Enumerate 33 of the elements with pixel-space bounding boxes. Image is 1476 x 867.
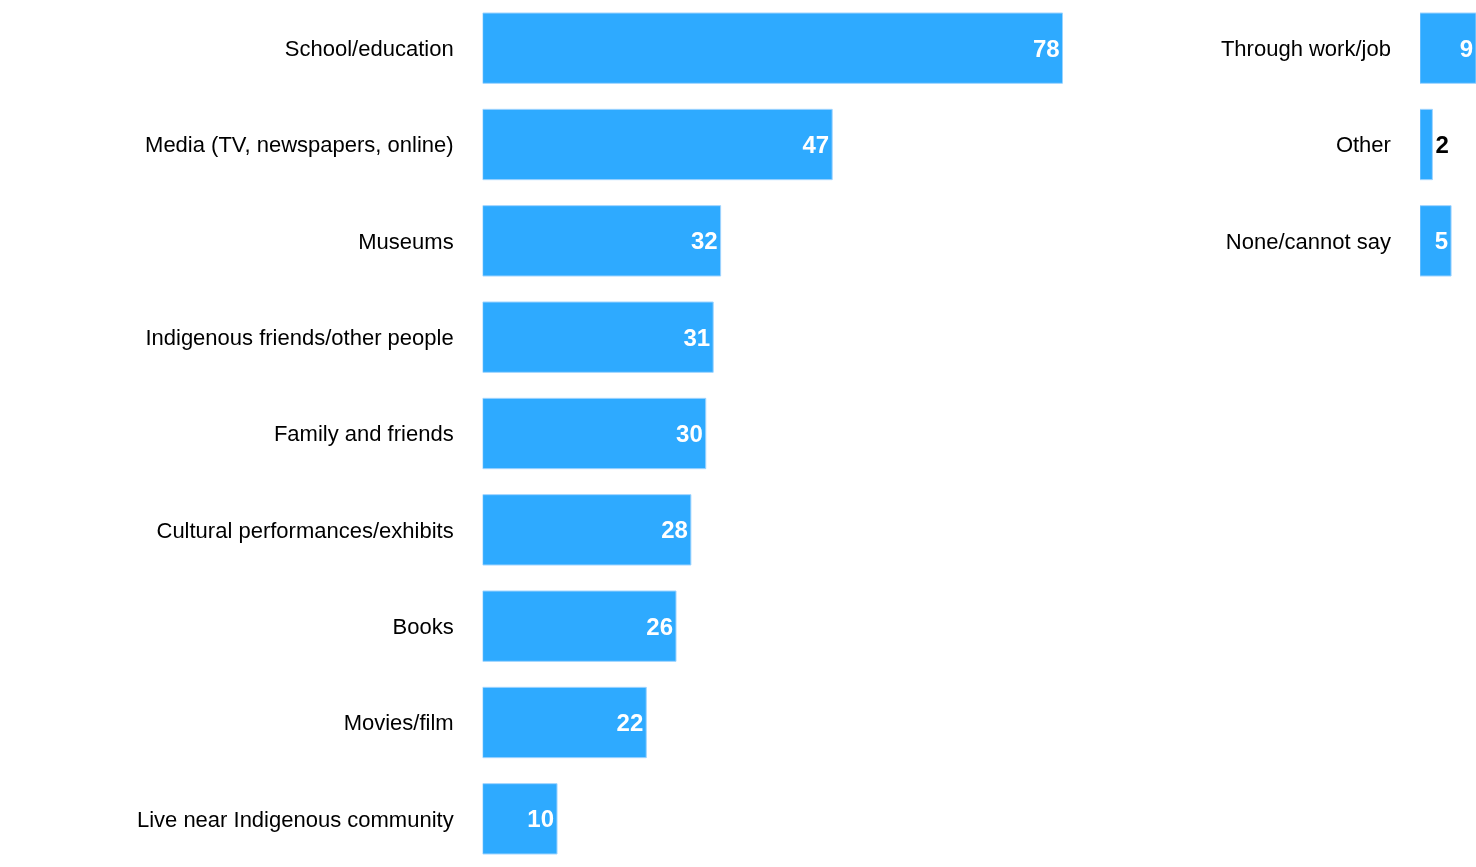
data-label: 10 xyxy=(527,805,555,833)
y-tick-label: None/cannot say xyxy=(1225,228,1391,254)
y-tick-label: Movies/film xyxy=(343,710,454,736)
bar xyxy=(482,108,833,181)
bar xyxy=(482,494,692,566)
y-tick-label: Family and friends xyxy=(273,421,454,447)
data-label: 26 xyxy=(646,612,674,640)
data-label: 9 xyxy=(1459,34,1473,62)
bar xyxy=(482,205,722,277)
y-tick-label: Through work/job xyxy=(1220,35,1391,61)
y-tick-label: Museums xyxy=(358,228,454,254)
data-label: 78 xyxy=(1033,34,1060,62)
bar xyxy=(482,301,714,373)
y-tick-label: Cultural performances/exhibits xyxy=(156,517,454,543)
data-label: 2 xyxy=(1435,131,1449,158)
data-label: 47 xyxy=(802,131,830,158)
y-tick-label: Live near Indigenous community xyxy=(136,806,454,832)
data-label: 28 xyxy=(661,516,688,544)
data-label: 32 xyxy=(690,227,718,255)
data-label: 31 xyxy=(683,323,711,351)
y-tick-label: Indigenous friends/other people xyxy=(145,324,454,350)
y-tick-label: Other xyxy=(1335,132,1391,158)
data-label: 30 xyxy=(676,420,703,447)
bar xyxy=(482,397,707,470)
bar xyxy=(482,783,558,855)
data-label: 22 xyxy=(616,709,644,736)
bar xyxy=(482,590,677,662)
bar xyxy=(482,12,1063,84)
y-tick-label: Media (TV, newspapers, online) xyxy=(145,132,454,158)
y-tick-label: School/education xyxy=(284,35,454,61)
data-label: 5 xyxy=(1434,227,1449,255)
y-tick-label: Books xyxy=(392,613,454,639)
bar xyxy=(482,686,647,759)
